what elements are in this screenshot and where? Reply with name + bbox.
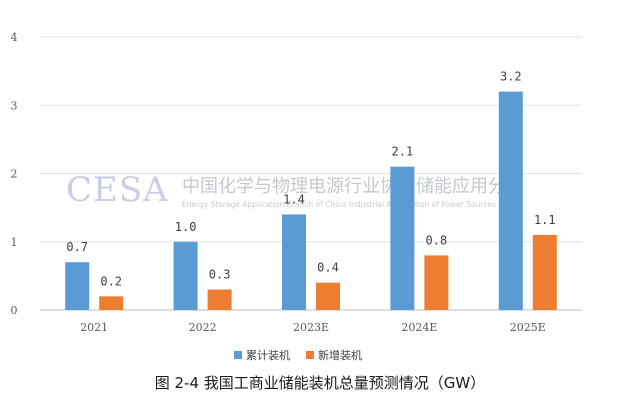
legend: 累计装机 新增装机	[234, 348, 362, 362]
bar-cumulative-2022	[173, 241, 198, 310]
watermark-org-en: Energy Storage Application Branch of Chi…	[182, 200, 496, 209]
legend-label-cumulative: 累计装机	[246, 348, 290, 362]
bar-new-2021	[99, 296, 124, 310]
y-axis: 0 1 2 3 4	[11, 31, 18, 317]
data-labels: 0.7 0.2 1.0 0.3 1.4 0.4 2.1 0.8 3.2 1.1	[66, 70, 555, 289]
legend-swatch-new	[306, 351, 314, 359]
legend-swatch-cumulative	[234, 351, 242, 359]
x-tick-label-2024E: 2024E	[401, 321, 437, 334]
bar-new-2024E	[424, 255, 449, 310]
x-tick-label-2022: 2022	[189, 321, 217, 334]
y-tick-label-1: 1	[11, 236, 18, 249]
x-tick-label-2021: 2021	[80, 321, 108, 334]
legend-label-new: 新增装机	[318, 348, 362, 362]
data-label-cumulative-2022: 1.0	[175, 220, 197, 234]
data-label-new-2021: 0.2	[100, 274, 122, 288]
bar-new-2023E	[316, 282, 340, 310]
watermark-logo: CESA	[66, 170, 169, 210]
bar-new-2022	[207, 289, 232, 310]
data-label-cumulative-2023E: 1.4	[283, 192, 305, 206]
gridlines	[40, 36, 582, 311]
bar-cumulative-2024E	[390, 166, 415, 310]
bar-cumulative-2025E	[498, 91, 523, 310]
bar-new-2025E	[532, 234, 557, 310]
data-label-cumulative-2025E: 3.2	[500, 70, 522, 84]
data-label-new-2024E: 0.8	[426, 233, 448, 247]
watermark-org-cn: 中国化学与物理电源行业协会储能应用分会	[182, 176, 524, 197]
bar-cumulative-2021	[65, 262, 90, 310]
data-label-cumulative-2024E: 2.1	[392, 145, 414, 159]
bars	[65, 91, 557, 310]
y-tick-label-4: 4	[11, 31, 18, 44]
x-tick-label-2025E: 2025E	[510, 321, 546, 334]
data-label-new-2023E: 0.4	[317, 261, 339, 275]
y-tick-label-0: 0	[11, 304, 18, 317]
bar-chart: 0 1 2 3 4 CESA 中国化学与物理电源行业协会储能应用分会 Energy St…	[11, 31, 582, 362]
data-label-new-2022: 0.3	[209, 268, 231, 282]
y-tick-label-3: 3	[11, 99, 18, 112]
y-tick-label-2: 2	[11, 168, 18, 181]
data-label-cumulative-2021: 0.7	[66, 240, 88, 254]
figure-caption: 图 2-4 我国工商业储能装机总量预测情况（GW）	[154, 374, 486, 392]
cesa-watermark: CESA 中国化学与物理电源行业协会储能应用分会 Energy Storage …	[66, 170, 524, 210]
x-axis: 2021 2022 2023E 2024E 2025E	[80, 321, 546, 334]
bar-cumulative-2023E	[282, 214, 306, 310]
x-tick-label-2023E: 2023E	[293, 321, 329, 334]
data-label-new-2025E: 1.1	[534, 213, 556, 227]
